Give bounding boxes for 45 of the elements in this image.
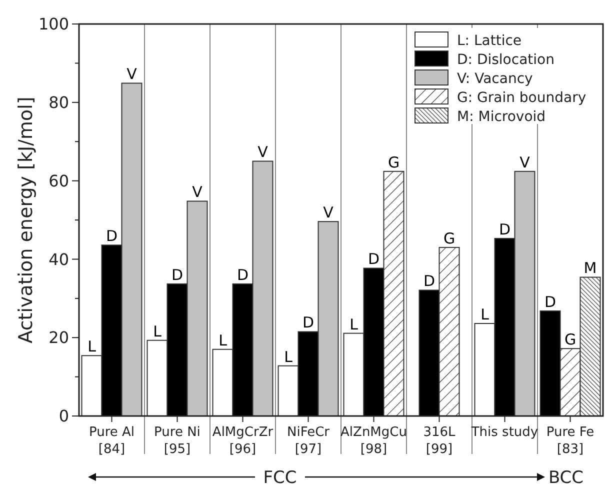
y-tick-label: 0: [58, 406, 69, 426]
data-label: V: [192, 183, 204, 202]
x-tick-label: 316L [99]: [423, 425, 456, 457]
data-label: M: [584, 259, 597, 278]
data-label: L: [284, 348, 294, 366]
data-label: L: [153, 322, 162, 340]
data-label: D: [171, 266, 184, 284]
data-label: L: [480, 305, 490, 324]
y-axis-title: Activation energy [kJ/mol]: [15, 96, 37, 344]
x-tick-label: AlZnMgCu [98]: [340, 425, 407, 457]
x-tick-label: NiFeCr [97]: [286, 425, 330, 457]
legend-label: D: Dislocation: [457, 52, 554, 68]
legend-label: V: Vacancy: [457, 70, 533, 87]
legend-label: G: Grain boundary: [457, 90, 586, 106]
data-label: L: [88, 338, 97, 356]
data-label: V: [258, 143, 269, 162]
text: BCC: [548, 468, 584, 488]
y-tick-label: 40: [48, 250, 69, 269]
x-tick-label: Pure Al [84]: [88, 425, 135, 457]
data-label: D: [236, 266, 249, 284]
data-label: D: [368, 250, 380, 268]
x-tick-label: This study: [470, 425, 538, 440]
data-label: L: [350, 315, 359, 334]
data-label: D: [106, 227, 118, 246]
data-label: L: [218, 331, 228, 350]
legend-label: L: Lattice: [457, 32, 522, 49]
legend-label: M: Microvoid: [457, 108, 546, 125]
y-tick-label: 100: [38, 14, 69, 34]
data-label: D: [498, 220, 511, 238]
data-label: D: [423, 272, 436, 290]
data-label: G: [388, 153, 400, 172]
x-tick-label: AlMgCrZr [96]: [212, 425, 274, 457]
data-label: G: [564, 330, 576, 349]
x-tick-label: Pure Ni [95]: [154, 425, 200, 457]
data-label: V: [323, 204, 334, 222]
x-tick-label: Pure Fe [83]: [546, 425, 594, 457]
data-label: D: [544, 292, 556, 311]
data-label: V: [126, 65, 138, 84]
text: FCC: [263, 468, 297, 488]
data-label: V: [520, 153, 531, 172]
y-tick-label: 60: [48, 171, 69, 190]
y-tick-label: 80: [48, 93, 69, 112]
data-label: G: [443, 229, 456, 248]
data-label: D: [302, 314, 314, 332]
y-tick-label: 20: [48, 328, 69, 348]
